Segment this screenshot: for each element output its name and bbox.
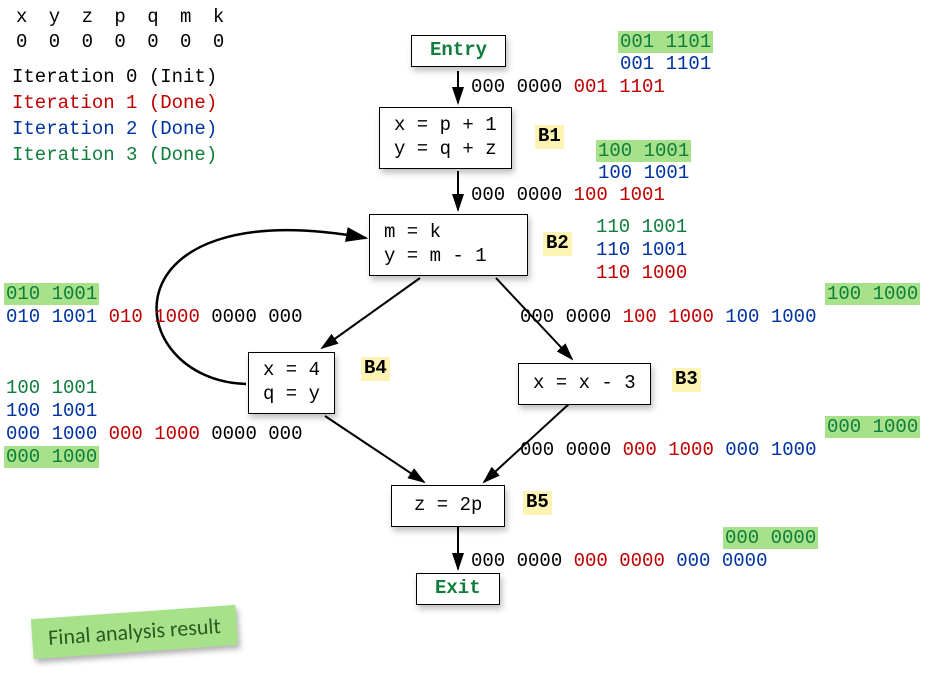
exit-text: Exit xyxy=(435,577,481,599)
vars-header: x y z p q m k xyxy=(16,6,229,30)
annot-b3in-green: 100 1000 xyxy=(825,283,920,307)
b1-line-1: y = q + z xyxy=(394,138,497,162)
annot-entry-row: 000 0000 001 1101 xyxy=(471,76,665,100)
node-b4: x = 4 q = y xyxy=(248,352,335,414)
annot-b1-row: 000 0000 100 1001 xyxy=(471,184,665,208)
node-b3: x = x - 3 xyxy=(518,363,651,405)
annot-b1-green: 100 1001 xyxy=(596,140,691,164)
label-b5: B5 xyxy=(523,491,552,515)
iter-0: Iteration 0 (Init) xyxy=(12,66,217,90)
banner-final-result: Final analysis result xyxy=(31,605,238,659)
b1-line-0: x = p + 1 xyxy=(394,114,497,138)
annot-b5in-green: 000 1000 xyxy=(825,416,920,440)
b4-line-1: q = y xyxy=(263,383,320,407)
annot-b5in-row: 000 0000 000 1000 000 1000 xyxy=(520,439,816,463)
entry-text: Entry xyxy=(430,39,487,61)
annot-b4in-row: 010 1001 010 1000 0000 000 xyxy=(6,306,302,330)
annot-b2-blue: 110 1001 xyxy=(596,239,687,263)
iter-3: Iteration 3 (Done) xyxy=(12,144,217,168)
annot-b2-green: 110 1001 xyxy=(596,216,687,240)
label-b4: B4 xyxy=(361,357,390,381)
b3-line-0: x = x - 3 xyxy=(533,372,636,396)
annot-entry-green: 001 1101 xyxy=(618,31,713,55)
annot-b4out-g1: 100 1001 xyxy=(6,377,97,401)
b5-line-0: z = 2p xyxy=(414,494,482,518)
annot-b4out-b1: 100 1001 xyxy=(6,400,97,424)
node-b1: x = p + 1 y = q + z xyxy=(379,107,512,169)
node-exit: Exit xyxy=(416,573,500,605)
b4-line-0: x = 4 xyxy=(263,359,320,383)
label-b3: B3 xyxy=(672,368,701,392)
annot-b2-red: 110 1000 xyxy=(596,262,687,286)
annot-b4out-g2: 000 1000 xyxy=(4,446,99,470)
node-entry: Entry xyxy=(411,35,506,67)
annot-entry-blue: 001 1101 xyxy=(620,53,711,77)
iter-2: Iteration 2 (Done) xyxy=(12,118,217,142)
label-b1: B1 xyxy=(535,125,564,149)
annot-b1-blue: 100 1001 xyxy=(598,162,689,186)
node-b5: z = 2p xyxy=(391,485,505,527)
annot-b3in-row: 000 0000 100 1000 100 1000 xyxy=(520,306,816,330)
iter-1: Iteration 1 (Done) xyxy=(12,92,217,116)
annot-exit-green: 000 0000 xyxy=(723,527,818,551)
annot-b4out-row: 000 1000 000 1000 0000 000 xyxy=(6,423,302,447)
annot-b4in-green: 010 1001 xyxy=(4,283,99,307)
annot-exit-row: 000 0000 000 0000 000 0000 xyxy=(471,550,767,574)
label-b2: B2 xyxy=(543,232,572,256)
vars-zeros: 0 0 0 0 0 0 0 xyxy=(16,31,229,55)
b2-line-0: m = k xyxy=(384,221,487,245)
b2-line-1: y = m - 1 xyxy=(384,245,487,269)
node-b2: m = k y = m - 1 xyxy=(369,214,528,276)
